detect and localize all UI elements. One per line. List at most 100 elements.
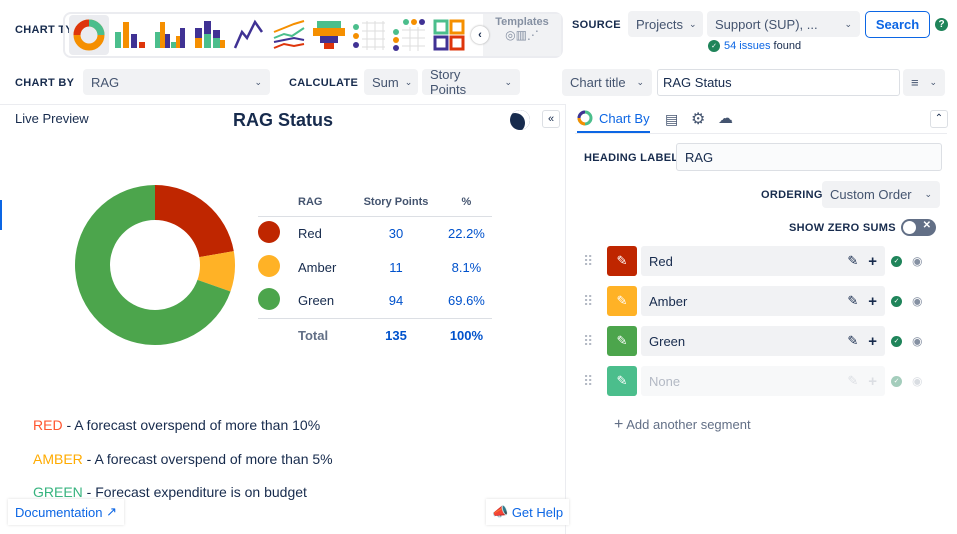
edit-pencil-icon[interactable]: ✎ [847, 252, 859, 268]
plus-icon[interactable]: + [868, 332, 877, 350]
chart-type-tiles[interactable] [429, 15, 469, 55]
collapse-panel-button[interactable]: ⌃ [930, 110, 948, 128]
donut-slice-green[interactable] [74, 185, 231, 345]
help-icon[interactable]: ? [935, 18, 948, 31]
edit-pencil-icon[interactable]: ✎ [847, 332, 859, 348]
chevron-down-icon: ⌄ [929, 77, 937, 87]
legend-notes: RED - A forecast overspend of more than … [33, 409, 333, 510]
source-type-value: Projects [636, 16, 683, 32]
eyedropper-icon: ✎ [616, 293, 628, 308]
row-value[interactable]: 94 [388, 293, 404, 309]
chart-type-picker: ‹ Templates ◎▥⋰ [63, 12, 563, 58]
templates-label: Templates [495, 16, 549, 28]
drag-handle-icon[interactable]: ⠿ [583, 253, 593, 269]
calc-function-select[interactable]: Sum ⌄ [364, 69, 418, 95]
segment-label-field[interactable]: None ✎ + [641, 366, 885, 396]
chart-title: RAG Status [232, 110, 333, 130]
documentation-link[interactable]: Documentation ↗ [8, 499, 124, 525]
chart-title-select[interactable]: Chart title ⌄ [562, 69, 652, 96]
grouped-bar-icon [155, 22, 185, 48]
source-value: Support (SUP), ... [715, 16, 818, 32]
drag-handle-icon[interactable]: ⠿ [583, 293, 593, 309]
tiles-icon [433, 19, 465, 51]
chart-type-grouped-bar[interactable] [149, 15, 189, 55]
tab-settings-gear-icon[interactable]: ⚙ [691, 111, 706, 128]
check-icon[interactable]: ✓ [891, 255, 902, 267]
note-green: GREEN - Forecast expenditure is on budge… [33, 476, 333, 510]
segment-label-field[interactable]: Red ✎ + [641, 246, 885, 276]
heading-label-input[interactable] [676, 143, 942, 171]
eye-icon[interactable]: ◉ [912, 294, 923, 308]
segment-row: ⠿ ✎ Green ✎ + ✓ ◉ [583, 326, 922, 356]
chart-type-line[interactable] [229, 15, 269, 55]
segment-row: ⠿ ✎ None ✎ + ✓ ◉ [583, 366, 922, 396]
chart-by-select[interactable]: RAG ⌄ [83, 69, 270, 95]
check-icon[interactable]: ✓ [891, 375, 902, 387]
issues-link[interactable]: 54 issues [724, 40, 771, 52]
calc-field-select[interactable]: Story Points ⌄ [422, 67, 520, 97]
check-icon[interactable]: ✓ [891, 335, 902, 347]
chart-type-dot-grid-top[interactable] [389, 15, 429, 55]
chart-type-multi-line[interactable] [269, 15, 309, 55]
chart-type-bar[interactable] [109, 15, 149, 55]
theme-toggle-icon[interactable] [510, 110, 530, 130]
note-key: AMBER [33, 450, 83, 467]
plus-icon[interactable]: + [868, 292, 877, 310]
chart-type-donut[interactable] [69, 15, 109, 55]
tab-chart-by[interactable]: Chart By [577, 110, 650, 133]
line-chart-icon [233, 19, 264, 49]
segment-label-field[interactable]: Amber ✎ + [641, 286, 885, 316]
plus-icon[interactable]: + [868, 252, 877, 270]
donut-slice-red[interactable] [155, 185, 234, 258]
row-pct: 8.1% [451, 259, 482, 275]
drag-handle-icon[interactable]: ⠿ [583, 373, 593, 389]
chart-type-funnel[interactable] [309, 15, 349, 55]
color-picker-button[interactable]: ✎ [607, 326, 637, 356]
chart-title-input[interactable] [657, 69, 900, 96]
row-value[interactable]: 11 [389, 259, 403, 275]
title-align-select[interactable]: ≡ ⌄ [903, 69, 945, 96]
donut-slice-amber[interactable] [197, 251, 235, 292]
edit-pencil-icon[interactable]: ✎ [847, 372, 859, 388]
stacked-bar-icon [195, 21, 225, 48]
chart-by-label: CHART BY [15, 77, 75, 89]
donut-chart [74, 185, 235, 345]
eyedropper-icon: ✎ [616, 333, 628, 348]
plus-icon[interactable]: + [868, 372, 877, 390]
collapse-templates-button[interactable]: ‹ [471, 26, 489, 44]
eye-icon[interactable]: ◉ [912, 334, 923, 348]
source-type-select[interactable]: Projects ⌄ [628, 11, 703, 37]
get-help-button[interactable]: 📣 Get Help [486, 499, 570, 525]
check-icon[interactable]: ✓ [891, 295, 902, 307]
drag-handle-icon[interactable]: ⠿ [583, 333, 593, 349]
eye-icon[interactable]: ◉ [912, 374, 923, 388]
plus-icon: + [614, 416, 624, 433]
chart-type-dot-grid[interactable] [349, 15, 389, 55]
color-picker-button[interactable]: ✎ [607, 366, 637, 396]
color-picker-button[interactable]: ✎ [607, 246, 637, 276]
chevron-down-icon: ⌄ [404, 76, 413, 87]
tab-comments-icon[interactable]: ▤ [665, 111, 679, 127]
row-label: Green [298, 293, 335, 309]
show-zero-sums-toggle[interactable]: ✕ [901, 219, 936, 236]
chart-type-stacked-bar[interactable] [189, 15, 229, 55]
search-button[interactable]: Search [865, 11, 930, 38]
add-segment-button[interactable]: + Add another segment [614, 416, 751, 434]
color-picker-button[interactable]: ✎ [607, 286, 637, 316]
ordering-label: ORDERING [761, 189, 823, 201]
segment-row: ⠿ ✎ Red ✎ + ✓ ◉ [583, 246, 922, 276]
collapse-preview-button[interactable]: « [542, 110, 560, 128]
templates-button[interactable]: Templates ◎▥⋰ [483, 14, 561, 56]
source-value-select[interactable]: Support (SUP), ... ⌄ [707, 11, 860, 37]
tab-export-cloud-icon[interactable]: ☁ [718, 110, 733, 127]
dot-grid-icon [353, 21, 385, 50]
header-rag: RAG [298, 195, 323, 208]
ordering-select[interactable]: Custom Order ⌄ [822, 181, 940, 208]
row-value[interactable]: 30 [388, 225, 404, 241]
dot-grid-top-icon [393, 19, 425, 51]
eye-icon[interactable]: ◉ [912, 254, 923, 268]
edit-pencil-icon[interactable]: ✎ [847, 292, 859, 308]
calculate-label: CALCULATE [289, 77, 359, 89]
donut-icon [73, 19, 105, 51]
segment-label-field[interactable]: Green ✎ + [641, 326, 885, 356]
